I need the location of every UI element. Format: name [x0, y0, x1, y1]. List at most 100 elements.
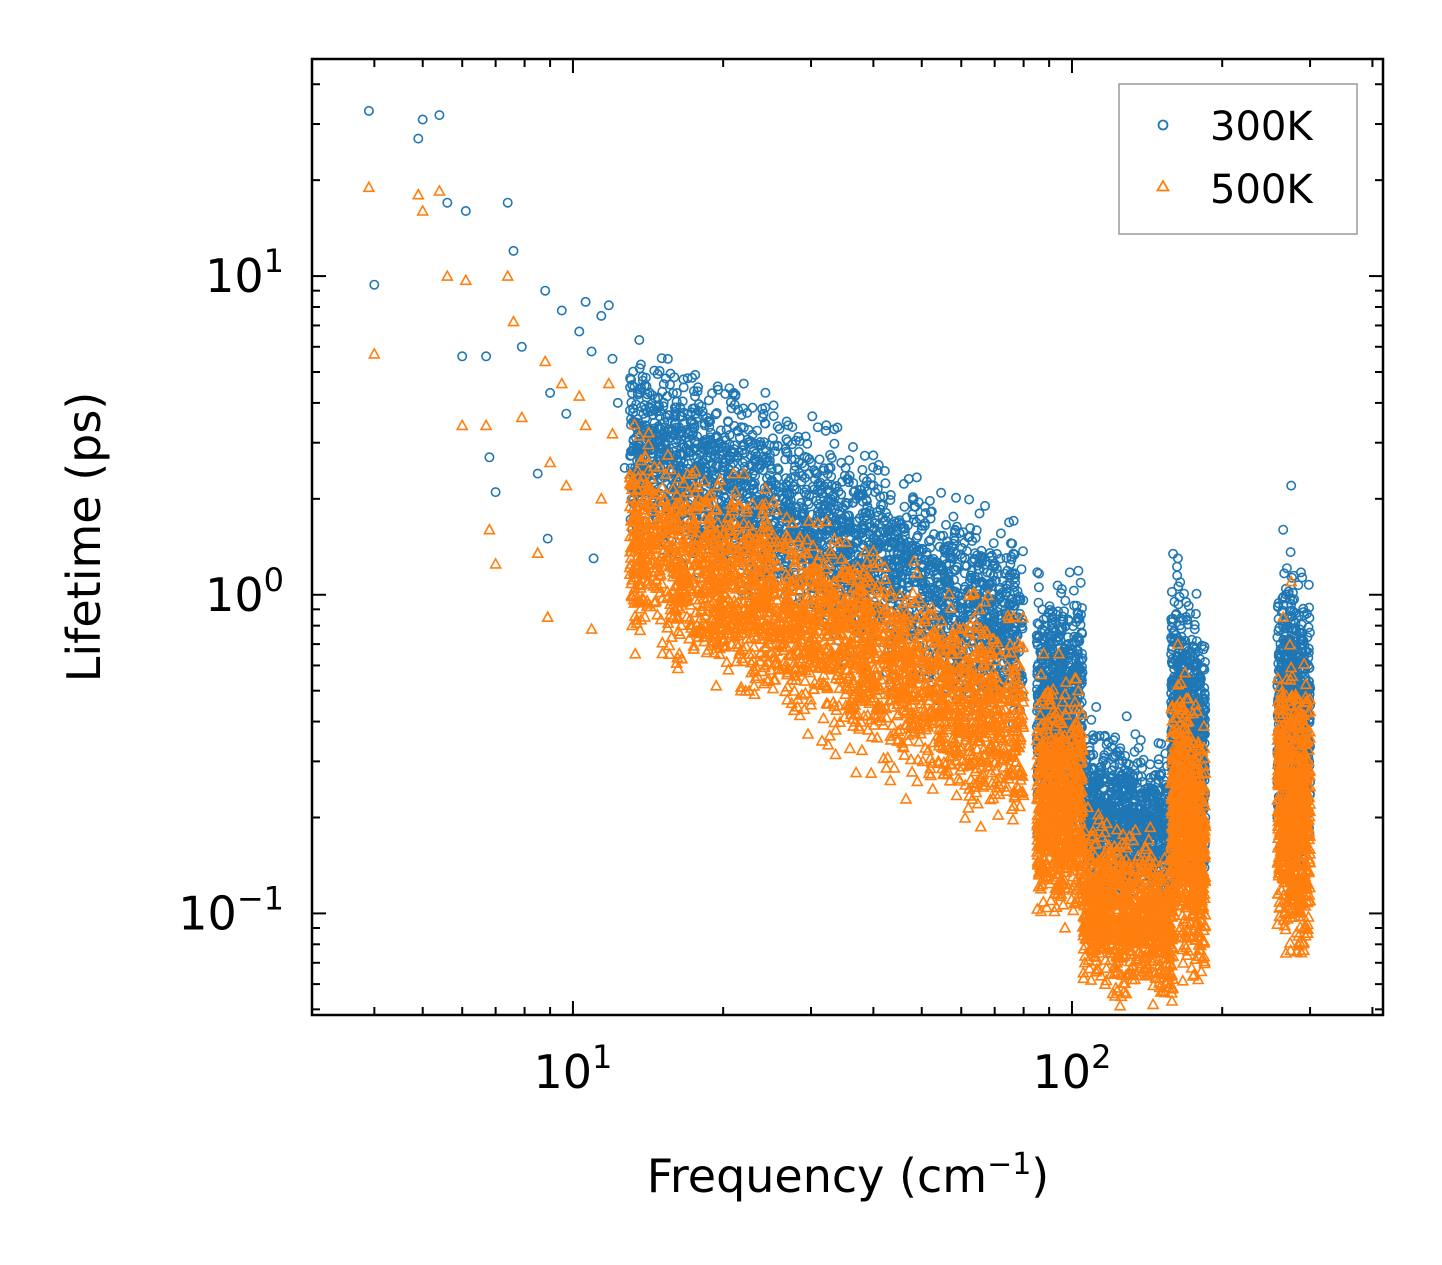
point-300k — [712, 384, 723, 395]
point-300k — [858, 472, 869, 483]
point-300k — [955, 597, 966, 608]
point-300k — [658, 397, 669, 408]
point-300k — [773, 486, 784, 497]
point-300k — [655, 443, 666, 454]
point-300k — [885, 489, 896, 500]
point-300k — [789, 454, 800, 465]
point-300k — [1145, 759, 1156, 770]
point-300k — [1166, 586, 1177, 597]
point-300k — [928, 529, 939, 540]
point-300k — [799, 472, 810, 483]
point-300k — [782, 436, 793, 447]
point-300k — [1073, 565, 1084, 576]
point-300k — [965, 522, 976, 533]
point-300k — [907, 492, 918, 503]
point-300k — [950, 492, 961, 503]
point-300k — [988, 538, 999, 549]
point-300k — [919, 501, 930, 512]
point-300k — [703, 417, 714, 428]
point-300k — [712, 381, 723, 392]
point-300k — [908, 514, 919, 525]
point-300k — [825, 496, 836, 507]
point-300k — [767, 433, 778, 444]
point-300k — [903, 473, 914, 484]
point-300k — [836, 457, 847, 468]
point-300k — [658, 401, 669, 412]
point-300k — [898, 478, 909, 489]
point-300k — [649, 365, 660, 376]
point-300k — [940, 542, 951, 553]
point-300k — [880, 478, 891, 489]
point-300k — [742, 407, 753, 418]
point-300k — [1091, 701, 1102, 712]
point-300k — [662, 353, 673, 364]
point-300k — [974, 508, 985, 519]
point-300k — [749, 478, 760, 489]
point-300k — [1008, 515, 1019, 526]
point-300k — [764, 470, 775, 481]
point-300k — [829, 438, 840, 449]
point-300k — [688, 386, 699, 397]
point-300k — [799, 451, 810, 462]
point-300k — [923, 568, 934, 579]
point-300k — [1153, 754, 1164, 765]
point-300k — [768, 400, 779, 411]
point-300k — [800, 431, 811, 442]
point-300k — [818, 463, 829, 474]
point-300k — [961, 546, 972, 557]
point-300k — [807, 411, 818, 422]
point-300k — [813, 498, 824, 509]
point-300k — [970, 532, 981, 543]
point-300k — [781, 446, 792, 457]
point-300k — [790, 471, 801, 482]
point-300k — [685, 447, 696, 458]
point-300k — [1015, 594, 1026, 605]
point-300k — [934, 541, 945, 552]
point-300k — [964, 494, 975, 505]
point-300k — [812, 511, 823, 522]
point-300k — [1004, 517, 1015, 528]
point-300k — [678, 382, 689, 393]
point-300k — [878, 500, 889, 511]
point-300k — [911, 532, 922, 543]
point-300k — [983, 617, 994, 628]
point-300k — [911, 472, 922, 483]
point-300k — [691, 445, 702, 456]
point-300k — [738, 439, 749, 450]
point-300k — [829, 424, 840, 435]
point-300k — [1086, 714, 1097, 725]
point-300k — [769, 440, 780, 451]
point-300k — [847, 441, 858, 452]
point-300k — [995, 528, 1006, 539]
point-300k — [1191, 588, 1202, 599]
point-300k — [857, 464, 868, 475]
point-300k — [671, 387, 682, 398]
point-300k — [710, 409, 721, 420]
point-300k — [907, 494, 918, 505]
point-300k — [1130, 729, 1141, 740]
point-300k — [873, 459, 884, 470]
point-300k — [1068, 585, 1079, 596]
point-300k — [727, 457, 738, 468]
point-300k — [1121, 711, 1132, 722]
point-300k — [1033, 582, 1044, 593]
point-300k — [772, 440, 783, 451]
point-300k — [940, 519, 951, 530]
point-300k — [936, 487, 947, 498]
point-300k — [768, 411, 779, 422]
point-300k — [1016, 564, 1027, 575]
point-300k — [1172, 561, 1183, 572]
point-300k — [689, 391, 700, 402]
point-300k — [743, 437, 754, 448]
point-300k — [741, 481, 752, 492]
point-300k — [686, 418, 697, 429]
point-300k — [800, 489, 811, 500]
point-300k — [814, 454, 825, 465]
point-300k — [773, 464, 784, 475]
point-300k — [681, 424, 692, 435]
point-300k — [789, 484, 800, 495]
point-300k — [844, 522, 855, 533]
point-300k — [948, 511, 959, 522]
point-300k — [743, 424, 754, 435]
